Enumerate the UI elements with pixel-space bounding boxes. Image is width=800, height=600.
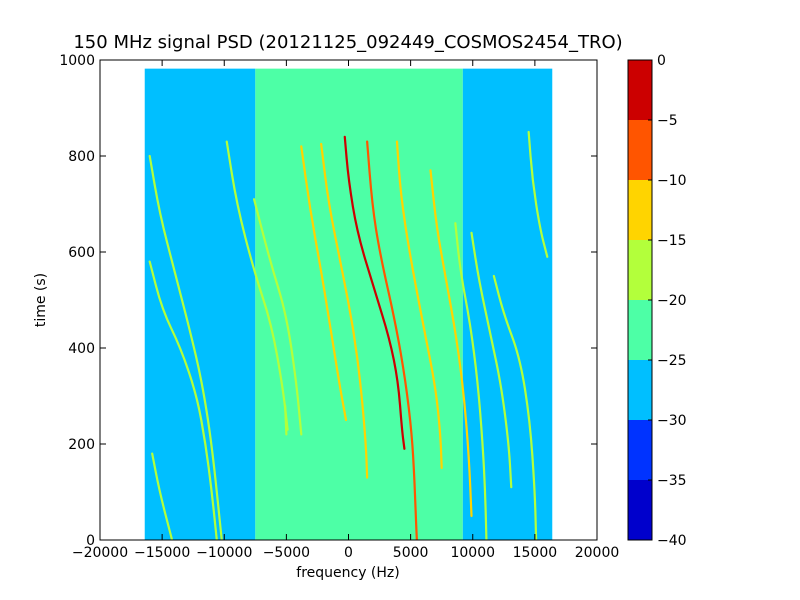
signal-trace-11	[429, 169, 473, 518]
x-axis: −20000 −15000 −10000 −5000 0 5000 10000 15000 20…	[72, 60, 619, 561]
y-tick-label: 200	[68, 437, 95, 453]
colorbar-segment	[628, 480, 652, 540]
signal-trace-12	[454, 222, 488, 540]
x-tick-label: −10000	[196, 545, 252, 561]
x-tick-label: 5000	[393, 545, 429, 561]
signal-trace-3	[225, 140, 289, 431]
signal-traces	[148, 130, 549, 540]
y-tick-label: 0	[86, 533, 95, 549]
colorbar	[628, 60, 652, 540]
spectrum-bands	[144, 68, 553, 540]
colorbar-segment	[628, 60, 652, 120]
colorbar-tick-label: −35	[657, 473, 687, 489]
signal-trace-13	[470, 231, 513, 489]
colorbar-tick-label: −30	[657, 413, 687, 429]
colorbar-tick-label: −15	[657, 233, 687, 249]
y-tick-label: 800	[68, 149, 95, 165]
colorbar-tick-label: −5	[657, 113, 678, 129]
chart-title: 150 MHz signal PSD (20121125_092449_COSM…	[73, 32, 622, 53]
x-tick-label: −5000	[263, 545, 310, 561]
colorbar-tick-label: −25	[657, 353, 687, 369]
colorbar-segment	[628, 180, 652, 240]
x-tick-label: 10000	[450, 545, 495, 561]
y-tick-label: 1000	[59, 53, 95, 69]
y-axis: 0 200 400 600 800 1000	[59, 53, 597, 549]
signal-trace-15	[527, 130, 549, 258]
signal-trace-6	[300, 145, 348, 422]
y-tick-label: 400	[68, 341, 95, 357]
spectrum-band-2	[462, 68, 553, 540]
x-tick-label: 0	[344, 545, 353, 561]
colorbar-tick-label: −40	[657, 533, 687, 549]
colorbar-segment	[628, 120, 652, 180]
signal-trace-9	[366, 140, 418, 540]
signal-trace-0	[148, 260, 218, 540]
spectrum-band-1	[255, 68, 463, 540]
colorbar-segment	[628, 240, 652, 300]
x-tick-label: 15000	[513, 545, 558, 561]
colorbar-segment	[628, 300, 652, 360]
colorbar-axis: −40 −35 −30 −25 −20 −15 −10 −5 0	[648, 53, 687, 549]
x-axis-label: frequency (Hz)	[296, 565, 399, 581]
signal-trace-8	[343, 135, 406, 450]
colorbar-tick-label: −10	[657, 173, 687, 189]
signal-trace-2	[151, 452, 174, 540]
x-tick-label: 20000	[575, 545, 620, 561]
y-axis-label: time (s)	[33, 273, 49, 327]
colorbar-segment	[628, 420, 652, 480]
signal-trace-7	[320, 142, 369, 479]
signal-trace-5	[284, 404, 288, 436]
signal-trace-14	[492, 274, 538, 540]
colorbar-segment	[628, 360, 652, 420]
colorbar-tick-label: −20	[657, 293, 687, 309]
x-tick-label: −15000	[134, 545, 190, 561]
signal-trace-4	[252, 198, 303, 436]
y-tick-label: 600	[68, 245, 95, 261]
signal-trace-1	[148, 154, 223, 540]
x-tick-label: −20000	[72, 545, 128, 561]
spectrum-band-0	[144, 68, 256, 540]
signal-trace-10	[395, 140, 443, 470]
colorbar-tick-label: 0	[657, 53, 666, 69]
